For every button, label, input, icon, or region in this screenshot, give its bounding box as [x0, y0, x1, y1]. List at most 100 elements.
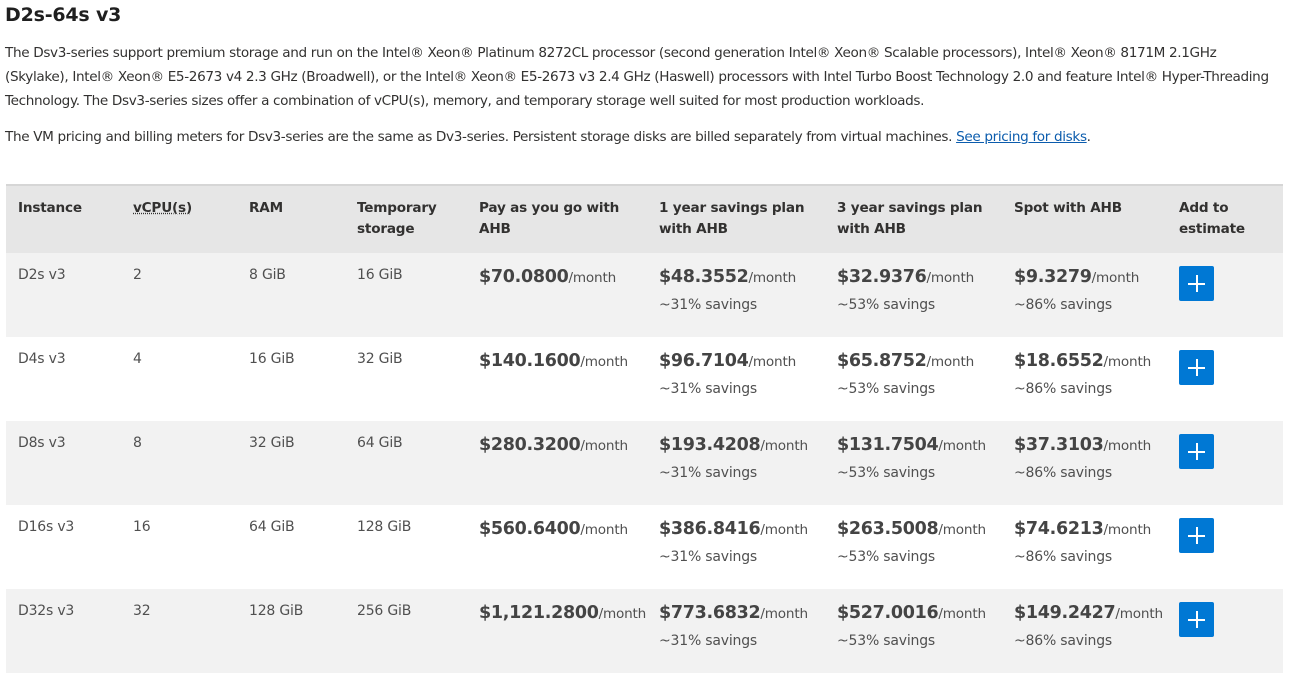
three-year-price: $263.5008 [837, 519, 939, 539]
price-unit: /month [580, 522, 628, 538]
header-ram: RAM [237, 184, 345, 253]
add-cell [1167, 505, 1283, 589]
add-to-estimate-button[interactable] [1179, 518, 1214, 553]
header-instance: Instance [6, 184, 121, 253]
add-to-estimate-button[interactable] [1179, 350, 1214, 385]
payg-price: $560.6400 [479, 519, 581, 539]
spot-savings: ~86% savings [1014, 381, 1112, 397]
payg-price: $70.0800 [479, 267, 569, 287]
spot-cell: $18.6552/month ~86% savings [1002, 337, 1167, 421]
price-unit: /month [1115, 606, 1163, 622]
one-year-cell: $773.6832/month ~31% savings [647, 589, 825, 673]
price-unit: /month [1091, 270, 1140, 286]
billing-paragraph: The VM pricing and billing meters for Ds… [5, 125, 1281, 149]
instance-name: D2s v3 [6, 253, 121, 337]
three-year-savings: ~53% savings [837, 549, 935, 565]
add-to-estimate-button[interactable] [1179, 602, 1214, 637]
add-to-estimate-button[interactable] [1179, 434, 1214, 469]
three-year-savings: ~53% savings [837, 465, 935, 481]
vcpu-count: 4 [121, 337, 237, 421]
plus-icon [1188, 275, 1205, 292]
price-unit: /month [938, 522, 986, 538]
spot-cell: $37.3103/month ~86% savings [1002, 421, 1167, 505]
plus-icon [1188, 443, 1205, 460]
one-year-price: $773.6832 [659, 603, 761, 623]
add-cell [1167, 589, 1283, 673]
payg-price: $140.1600 [479, 351, 581, 371]
three-year-savings: ~53% savings [837, 297, 935, 313]
add-cell [1167, 253, 1283, 337]
one-year-price: $386.8416 [659, 519, 761, 539]
spot-savings: ~86% savings [1014, 297, 1112, 313]
temporary-storage-size: 128 GiB [345, 505, 467, 589]
table-header-row: Instance vCPU(s) RAM Temporary storage P… [6, 184, 1283, 253]
one-year-cell: $48.3552/month ~31% savings [647, 253, 825, 337]
vcpu-count: 16 [121, 505, 237, 589]
price-unit: /month [598, 606, 647, 622]
three-year-savings: ~53% savings [837, 633, 935, 649]
add-to-estimate-button[interactable] [1179, 266, 1214, 301]
header-vcpu[interactable]: vCPU(s) [121, 184, 237, 253]
three-year-price: $32.9376 [837, 267, 927, 287]
one-year-savings: ~31% savings [659, 381, 757, 397]
price-unit: /month [926, 354, 974, 370]
price-unit: /month [938, 606, 986, 622]
instance-name: D32s v3 [6, 589, 121, 673]
plus-icon [1188, 527, 1205, 544]
temporary-storage-size: 32 GiB [345, 337, 467, 421]
spot-price: $149.2427 [1014, 603, 1116, 623]
three-year-price: $131.7504 [837, 435, 939, 455]
table-row: D4s v3 4 16 GiB 32 GiB $140.1600/month $96.71… [6, 337, 1283, 421]
spot-price: $74.6213 [1014, 519, 1104, 539]
table-row: D2s v3 2 8 GiB 16 GiB $70.0800/month $48.3552… [6, 253, 1283, 337]
spot-price: $9.3279 [1014, 267, 1092, 287]
price-unit: /month [938, 438, 986, 454]
section-title: D2s-64s v3 [5, 4, 122, 26]
price-unit: /month [926, 270, 974, 286]
three-year-savings: ~53% savings [837, 381, 935, 397]
spot-savings: ~86% savings [1014, 465, 1112, 481]
payg-price: $280.3200 [479, 435, 581, 455]
three-year-cell: $263.5008/month ~53% savings [825, 505, 1002, 589]
ram-size: 8 GiB [237, 253, 345, 337]
spot-cell: $9.3279/month ~86% savings [1002, 253, 1167, 337]
disk-pricing-link[interactable]: See pricing for disks [956, 129, 1087, 145]
temporary-storage-size: 256 GiB [345, 589, 467, 673]
payg-cell: $280.3200/month [467, 421, 647, 505]
temporary-storage-size: 64 GiB [345, 421, 467, 505]
vcpu-count: 32 [121, 589, 237, 673]
spot-price: $37.3103 [1014, 435, 1104, 455]
ram-size: 16 GiB [237, 337, 345, 421]
one-year-price: $96.7104 [659, 351, 749, 371]
spot-savings: ~86% savings [1014, 549, 1112, 565]
price-unit: /month [760, 522, 808, 538]
plus-icon [1188, 611, 1205, 628]
payg-cell: $560.6400/month [467, 505, 647, 589]
price-unit: /month [580, 438, 628, 454]
instance-name: D16s v3 [6, 505, 121, 589]
header-spot: Spot with AHB [1002, 184, 1167, 253]
price-unit: /month [1103, 354, 1151, 370]
spot-price: $18.6552 [1014, 351, 1104, 371]
instance-name: D8s v3 [6, 421, 121, 505]
add-cell [1167, 337, 1283, 421]
instance-name: D4s v3 [6, 337, 121, 421]
intro-paragraph: The Dsv3-series support premium storage … [5, 45, 1269, 109]
price-unit: /month [1103, 522, 1151, 538]
header-1-year-plan: 1 year savings plan with AHB [647, 184, 825, 253]
header-temporary-storage: Temporary storage [345, 184, 467, 253]
one-year-price: $48.3552 [659, 267, 749, 287]
vcpu-count: 8 [121, 421, 237, 505]
spot-savings: ~86% savings [1014, 633, 1112, 649]
billing-period: . [1086, 129, 1091, 145]
header-pay-as-you-go: Pay as you go with AHB [467, 184, 647, 253]
three-year-price: $65.8752 [837, 351, 927, 371]
table-row: D32s v3 32 128 GiB 256 GiB $1,121.2800/month… [6, 589, 1283, 673]
three-year-cell: $65.8752/month ~53% savings [825, 337, 1002, 421]
one-year-price: $193.4208 [659, 435, 761, 455]
plus-icon [1188, 359, 1205, 376]
billing-text: The VM pricing and billing meters for Ds… [5, 129, 957, 145]
one-year-savings: ~31% savings [659, 297, 757, 313]
vcpu-abbr[interactable]: vCPU(s) [133, 200, 192, 216]
payg-price: $1,121.2800 [479, 603, 599, 623]
